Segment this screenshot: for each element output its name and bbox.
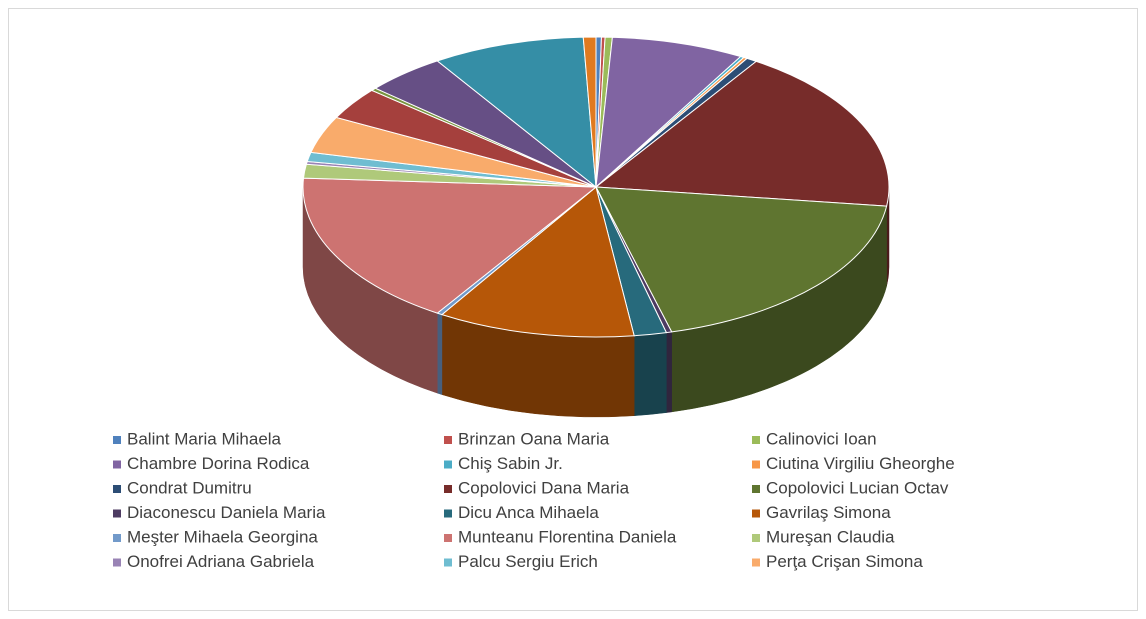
pie-side	[633, 332, 667, 416]
legend-swatch	[444, 509, 452, 518]
legend-swatch	[752, 460, 760, 469]
legend-swatch	[752, 558, 760, 567]
legend-label: Palcu Sergiu Erich	[458, 552, 598, 571]
legend-swatch	[752, 485, 760, 493]
pie-slice	[302, 177, 598, 314]
legend-swatch	[113, 485, 121, 493]
pie-slice	[440, 186, 635, 338]
legend-swatch	[444, 534, 452, 542]
legend-swatch	[752, 509, 760, 518]
pie-side	[666, 331, 672, 413]
pie-slice	[436, 36, 597, 189]
legend-label: Mureşan Claudia	[766, 527, 895, 546]
pie-side	[437, 312, 443, 395]
legend-swatch	[752, 436, 760, 444]
legend-label: Copolovici Dana Maria	[458, 478, 630, 497]
legend-label: Dicu Anca Mihaela	[458, 503, 599, 522]
legend-label: Meşter Mihaela Georgina	[127, 527, 318, 546]
legend-label: Gavrilaş Simona	[766, 503, 891, 522]
legend-swatch	[113, 558, 121, 567]
pie-slice	[582, 36, 597, 188]
legend: Balint Maria Mihaela Brinzan Oana Maria Ca…	[113, 429, 955, 571]
legend-swatch	[752, 534, 760, 542]
legend-label: Brinzan Oana Maria	[458, 429, 610, 448]
legend-label: Ciutina Virgiliu Gheorghe	[766, 454, 955, 473]
pie-slice	[595, 36, 742, 189]
legend-label: Condrat Dumitru	[127, 478, 252, 497]
pie-slice	[594, 60, 890, 207]
pie-tops	[302, 36, 890, 338]
legend-swatch	[113, 534, 121, 542]
pie-sides	[302, 186, 890, 418]
legend-swatch	[444, 558, 452, 567]
legend-swatch	[444, 460, 452, 469]
legend-label: Munteanu Florentina Daniela	[458, 527, 677, 546]
legend-label: Copolovici Lucian Octav	[766, 478, 949, 497]
pie-slice	[595, 186, 888, 333]
legend-swatch	[444, 436, 452, 444]
legend-label: Chiş Sabin Jr.	[458, 454, 563, 473]
legend-label: Diaconescu Daniela Maria	[127, 503, 326, 522]
legend-label: Onofrei Adriana Gabriela	[127, 552, 315, 571]
legend-swatch	[113, 460, 121, 469]
legend-swatch	[113, 509, 121, 518]
legend-label: Chambre Dorina Rodica	[127, 454, 310, 473]
legend-label: Calinovici Ioan	[766, 429, 877, 448]
legend-swatch	[113, 436, 121, 444]
legend-swatch	[444, 485, 452, 493]
legend-label: Balint Maria Mihaela	[127, 429, 282, 448]
legend-label: Perţa Crişan Simona	[766, 552, 923, 571]
